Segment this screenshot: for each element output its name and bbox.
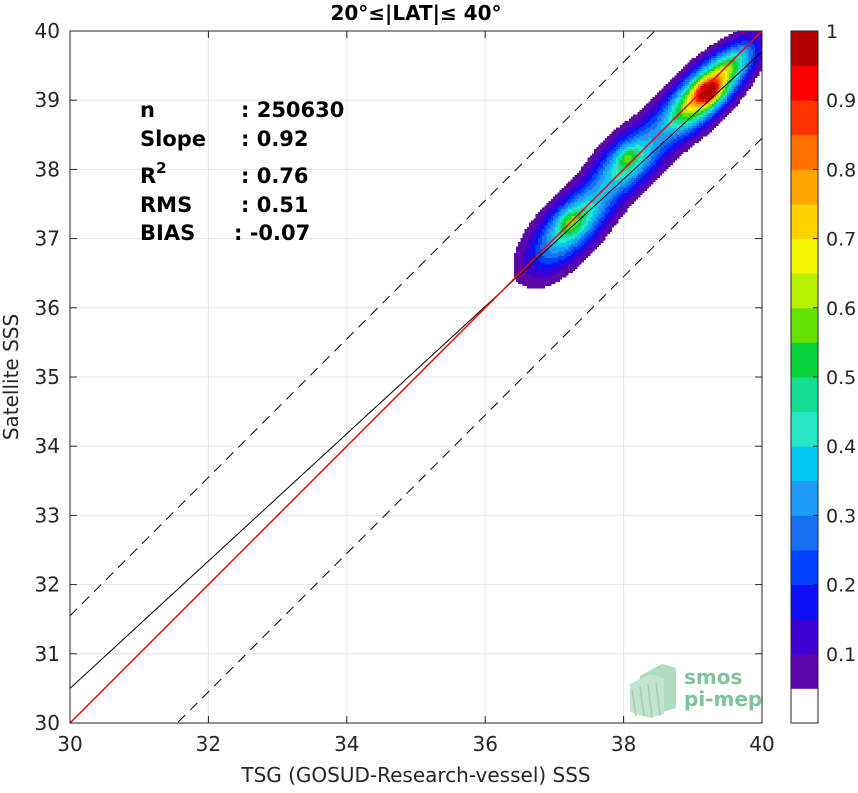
stat-bias-label: BIAS: [140, 221, 195, 245]
colorbar-tick-label: 0.5: [826, 367, 856, 389]
colorbar-ticks: 0.1 0.2 0.3 0.4 0.5 0.6 0.7 0.8 0.9 1: [813, 21, 856, 666]
colorbar-segment: [791, 134, 818, 170]
y-tick-label: 31: [35, 642, 60, 666]
colorbar-segment: [791, 653, 818, 689]
stat-rms-value: : 0.51: [241, 193, 309, 217]
colorbar-segment: [791, 515, 818, 551]
grid: [69, 30, 763, 724]
colorbar-tick-label: 0.7: [826, 229, 856, 251]
colorbar-tick-label: 0.9: [826, 90, 856, 112]
y-tick-label: 30: [35, 711, 60, 735]
colorbar-segment: [791, 688, 818, 724]
colorbar-segment: [791, 307, 818, 343]
y-axis-label: Satellite SSS: [0, 314, 23, 440]
colorbar-segment: [791, 65, 818, 101]
colorbar-segment: [791, 446, 818, 482]
identity-line: [70, 31, 762, 723]
smos-pi-mep-logo: smos pi-mep: [630, 664, 762, 719]
x-tick-label: 34: [334, 732, 359, 756]
chart-title: 20°≤|LAT|≤ 40°: [330, 1, 501, 25]
regression-line: [70, 51, 762, 689]
colorbar-tick-label: 1: [826, 21, 838, 43]
colorbar-segment: [791, 377, 818, 412]
colorbar-segment: [791, 550, 818, 585]
logo-line2: pi-mep: [684, 687, 762, 711]
stat-r2-label: R2: [140, 159, 167, 188]
y-axis-ticks: 30 31 32 33 34 35 36 37 38 39 40: [35, 19, 762, 735]
stat-slope-label: Slope: [140, 127, 206, 151]
stat-n-label: n: [140, 98, 155, 122]
colorbar-tick-label: 0.4: [826, 436, 856, 458]
x-tick-label: 38: [611, 732, 636, 756]
y-tick-label: 40: [35, 19, 60, 43]
stat-rms-label: RMS: [140, 193, 192, 217]
colorbar-tick-label: 0.8: [826, 159, 856, 181]
stat-r2-value: : 0.76: [241, 164, 309, 188]
y-tick-label: 33: [35, 503, 60, 527]
colorbar: [790, 30, 819, 724]
colorbar-tick-label: 0.6: [826, 298, 856, 320]
density-level-19: [698, 81, 717, 100]
colorbar-segment: [791, 238, 818, 274]
colorbar-segment: [791, 584, 818, 620]
x-tick-label: 40: [749, 732, 774, 756]
stat-bias-value: : -0.07: [234, 221, 310, 245]
stat-n-value: : 250630: [241, 98, 344, 122]
colorbar-segment: [791, 619, 818, 655]
stats-box: n : 250630 Slope : 0.92 R2 : 0.76 RMS : …: [140, 98, 344, 245]
x-tick-label: 36: [472, 732, 497, 756]
colorbar-segment: [791, 31, 818, 66]
stat-slope-value: : 0.92: [241, 127, 309, 151]
y-tick-label: 36: [35, 296, 60, 320]
x-tick-label: 30: [57, 732, 82, 756]
logo-mark-icon: [630, 664, 676, 719]
y-tick-label: 32: [35, 573, 60, 597]
colorbar-segment: [791, 342, 818, 378]
x-tick-label: 32: [196, 732, 221, 756]
colorbar-tick-label: 0.1: [826, 644, 856, 666]
colorbar-tick-label: 0.3: [826, 505, 856, 527]
colorbar-segment: [791, 204, 818, 239]
colorbar-segment: [791, 411, 818, 447]
colorbar-segment: [791, 480, 818, 516]
colorbar-tick-label: 0.2: [826, 575, 856, 597]
colorbar-segment: [791, 273, 818, 309]
logo-line1: smos: [684, 665, 742, 689]
colorbar-segment: [791, 169, 818, 205]
y-tick-label: 35: [35, 365, 60, 389]
y-tick-label: 34: [35, 434, 60, 458]
x-axis-label: TSG (GOSUD-Research-vessel) SSS: [240, 763, 590, 787]
y-tick-label: 38: [35, 157, 60, 181]
y-tick-label: 39: [35, 88, 60, 112]
reference-lines: [70, 31, 762, 723]
colorbar-segment: [791, 100, 818, 136]
y-tick-label: 37: [35, 227, 60, 251]
x-axis-ticks: 30 32 34 36 38 40: [57, 31, 775, 756]
